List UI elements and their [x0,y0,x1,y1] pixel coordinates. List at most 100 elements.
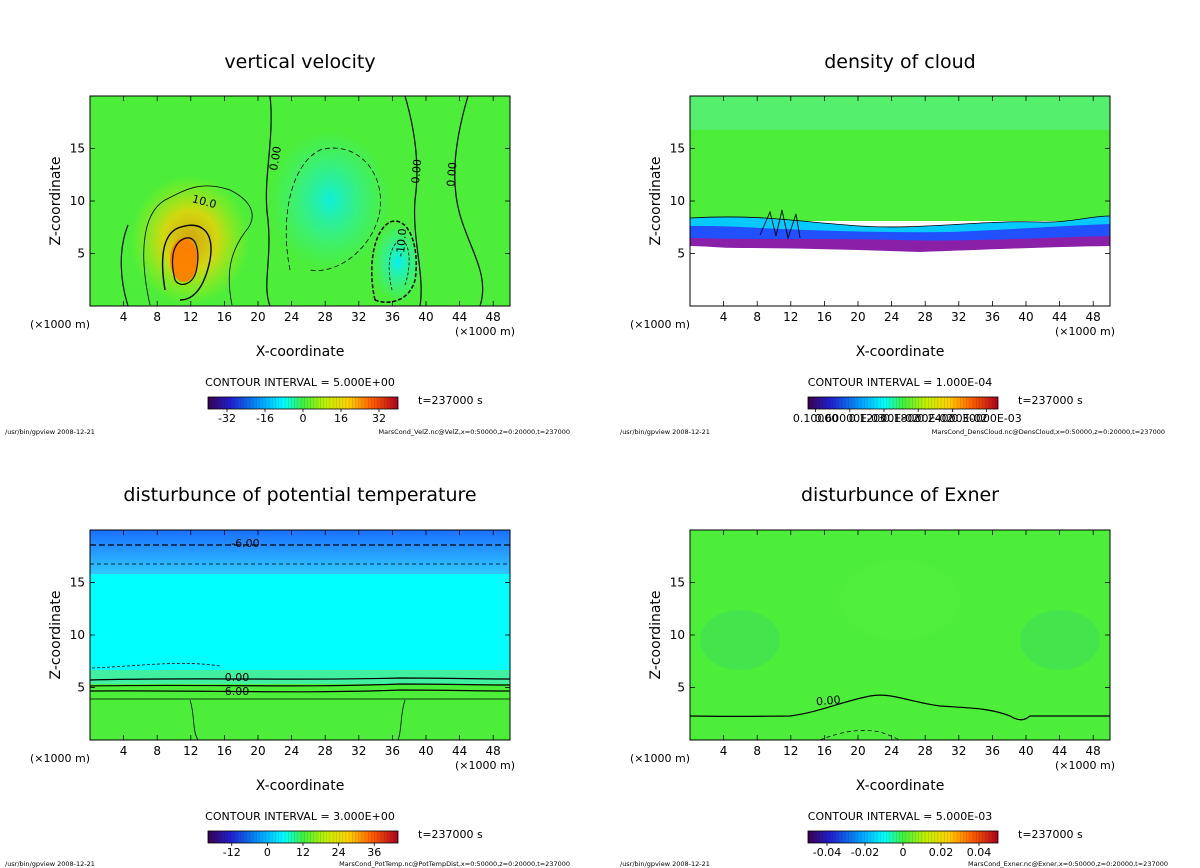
contour-line [689,215,1111,228]
x-tick-label: 32 [951,310,966,324]
x-tick-label: 4 [120,744,128,758]
y-tick-label: 10 [70,194,85,208]
x-tick-label: 48 [486,310,501,324]
colorbar-tick-label: 36 [367,846,381,859]
colorbar-tick-label: 12 [296,846,310,859]
chart-title: disturbunce of Exner [801,484,999,506]
contour-line-zero [89,677,511,681]
colorbar-tick-label: -12 [223,846,241,859]
footer-left: /usr/bin/gpview 2008-12-21 [620,860,710,868]
x-tick-label: 8 [153,310,161,324]
x-tick-label: 44 [1052,744,1067,758]
x-tick-label: 24 [884,744,899,758]
colorbar-tick-label: -16 [256,412,274,425]
x-tick-labels: 4 8 12 16 20 24 28 32 36 40 44 48 [120,96,501,324]
x-tick-label: 16 [817,744,832,758]
y-tick-label: 15 [70,142,85,156]
x-tick-labels: 4 8 12 16 20 24 28 32 36 40 44 48 [120,530,501,758]
x-tick-label: 16 [817,310,832,324]
x-unit-left: (×1000 m) [630,752,690,765]
plot-area [89,95,511,307]
time-label: t=237000 s [1018,828,1083,841]
y-tick-labels: 5 10 15 [70,142,510,261]
x-tick-label: 4 [720,744,728,758]
colorbar-tick-labels: -0.04 -0.02 0 0.02 0.04 [813,843,991,859]
x-tick-label: 28 [318,744,333,758]
y-axis-label: Z-coordinate [648,156,664,245]
colorbar-tick-label: -32 [218,412,236,425]
x-tick-label: 16 [217,310,232,324]
x-tick-label: 4 [120,310,128,324]
y-tick-label: 10 [670,628,685,642]
colorbar-tick-label: -0.04 [813,846,841,859]
colorbar-tick-label: 0.24000E-02 [917,412,987,425]
x-unit-left: (×1000 m) [30,752,90,765]
time-label: t=237000 s [1018,394,1083,407]
contour-line-zero [120,224,129,307]
x-tick-label: 4 [720,310,728,324]
x-axis-label: X-coordinate [256,344,345,360]
contour-line [89,683,511,687]
chart-title: density of cloud [824,51,976,73]
y-tick-label: 5 [677,247,685,261]
colorbar-tick-label: 0.18000E-02 [883,412,953,425]
contour-interval: CONTOUR INTERVAL = 1.000E-04 [808,376,992,389]
field-updraft-region [130,175,250,305]
contour-label: -10.0 [394,228,409,257]
field-updraft-core [170,238,198,282]
x-tick-label: 20 [250,744,265,758]
field-upper-layer [90,530,510,574]
plot-area [689,529,1111,741]
field-cloud-base-purple [690,236,1110,252]
x-tick-label: 48 [486,744,501,758]
contour-line [89,689,511,693]
x-unit-right: (×1000 m) [1055,325,1115,338]
contour-line-zero [404,95,422,307]
plot-area [89,529,511,741]
panel-exner: disturbunce of Exner 4 8 12 16 20 24 28 32 36 40 4… [620,484,1168,868]
x-unit-right: (×1000 m) [455,325,515,338]
x-tick-label: 44 [452,744,467,758]
colorbar-tick-label: 0 [300,412,307,425]
colorbar-tick-label: 0.10000 [793,412,839,425]
colorbar [807,396,999,410]
x-tick-label: 44 [1052,310,1067,324]
x-tick-label: 40 [1018,310,1033,324]
x-tick-label: 36 [385,310,400,324]
colorbar-tick-label: 0.02 [929,846,954,859]
x-tick-label: 8 [153,744,161,758]
y-tick-labels: 5 10 15 [670,576,1110,695]
colorbar-tick-label: 0.12000E-02 [849,412,919,425]
x-tick-label: 12 [183,744,198,758]
contour-label: -6.00 [231,537,259,550]
y-tick-label: 10 [670,194,685,208]
contour-line-negative [388,239,410,291]
x-unit-right: (×1000 m) [1055,759,1115,772]
y-tick-label: 15 [70,576,85,590]
x-tick-label: 40 [1018,744,1033,758]
colorbar-tick-labels: 0.100000.60000E-030.12000E-020.18000E-02… [793,409,1022,425]
x-tick-label: 12 [783,310,798,324]
field-cloud-edge-cyan [690,216,1110,233]
contour-line-negative [285,147,381,271]
x-tick-label: 32 [951,744,966,758]
x-tick-label: 20 [250,310,265,324]
colorbar-tick-label: 24 [332,846,346,859]
chart-title: disturbunce of potential temperature [123,484,476,506]
y-tick-label: 5 [677,681,685,695]
x-tick-label: 16 [217,744,232,758]
x-tick-label: 36 [385,744,400,758]
chart-title: vertical velocity [224,51,375,73]
contour-line [397,699,406,741]
colorbar-tick-label: 32 [372,412,386,425]
colorbar-tick-label: 0.60000E-03 [815,412,885,425]
y-axis-label: Z-coordinate [48,590,64,679]
time-label: t=237000 s [418,828,483,841]
x-tick-label: 20 [850,310,865,324]
contour-labels: 0.00 [816,693,842,708]
x-tick-label: 36 [985,744,1000,758]
panel-density-of-cloud: density of cloud 4 8 12 16 20 24 28 32 36 40 44 48 … [620,51,1165,436]
x-axis-label: X-coordinate [856,344,945,360]
contour-interval: CONTOUR INTERVAL = 3.000E+00 [205,810,395,823]
x-tick-label: 32 [351,744,366,758]
